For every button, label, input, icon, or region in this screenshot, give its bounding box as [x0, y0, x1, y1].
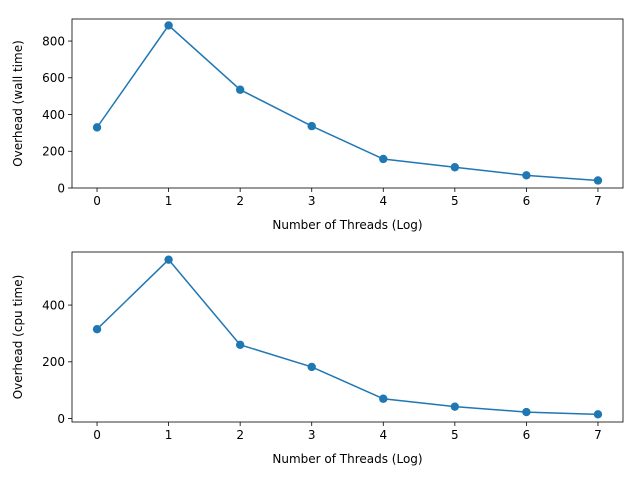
series-line — [96, 24, 599, 182]
x-tick-label: 5 — [451, 428, 459, 442]
data-point — [307, 121, 316, 131]
series-line — [96, 258, 598, 416]
x-tick-label: 7 — [594, 194, 602, 208]
x-tick-label: 4 — [379, 428, 387, 442]
y-axis-label: Overhead (wall time) — [11, 40, 25, 167]
data-point — [450, 402, 460, 411]
cpu-time-chart: 0 1 2 3 4 5 6 7 0 200 400 Number of Threads (Log) Ov… — [11, 251, 624, 466]
y-tick-label: 800 — [42, 34, 65, 48]
x-tick-label: 0 — [93, 194, 101, 208]
data-point — [235, 85, 245, 94]
x-tick-label: 7 — [594, 428, 602, 442]
plot-frame — [71, 18, 624, 189]
y-tick-label: 400 — [42, 298, 65, 312]
x-tick-label: 4 — [379, 194, 387, 208]
data-point — [92, 324, 102, 334]
data-point — [593, 176, 603, 185]
data-point — [593, 410, 603, 419]
data-point — [164, 21, 173, 30]
y-tick-label: 600 — [42, 71, 65, 85]
x-axis-label: Number of Threads (Log) — [272, 218, 422, 232]
x-tick-label: 6 — [523, 194, 531, 208]
x-tick-label: 3 — [308, 194, 316, 208]
wall-time-chart: 0 1 2 3 4 5 6 7 0 200 400 600 800 Number of Threads (… — [11, 18, 624, 232]
x-tick-label: 1 — [165, 428, 173, 442]
plot-frame — [71, 251, 624, 423]
y-tick-label: 200 — [42, 355, 65, 369]
x-tick-label: 5 — [451, 194, 459, 208]
data-point — [379, 154, 388, 164]
x-tick-label: 1 — [165, 194, 173, 208]
data-point — [235, 340, 245, 350]
y-tick-label: 200 — [42, 145, 65, 159]
data-point — [92, 123, 102, 132]
y-tick-label: 400 — [42, 108, 65, 122]
x-tick-label: 6 — [523, 428, 531, 442]
data-point — [379, 394, 388, 403]
data-point — [450, 163, 460, 172]
data-point — [522, 171, 531, 180]
data-point — [522, 407, 531, 417]
data-point — [307, 362, 316, 372]
y-tick-label: 0 — [57, 412, 65, 426]
y-tick-label: 0 — [57, 181, 65, 195]
x-axis-label: Number of Threads (Log) — [272, 452, 422, 466]
x-tick-label: 2 — [236, 428, 244, 442]
x-tick-label: 0 — [93, 428, 101, 442]
x-tick-label: 3 — [308, 428, 316, 442]
x-tick-label: 2 — [236, 194, 244, 208]
y-axis-label: Overhead (cpu time) — [11, 275, 25, 400]
data-point — [164, 255, 173, 264]
